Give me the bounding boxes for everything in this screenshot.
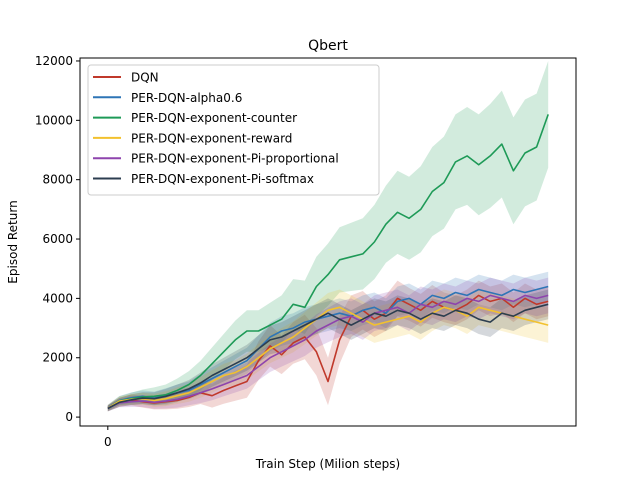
x-axis-label: Train Step (Milion steps) [255,457,400,471]
y-tick-label-0: 0 [65,410,73,424]
y-axis: 0 2000 4000 6000 8000 10000 12000 [35,54,80,424]
x-axis: 0 [104,426,112,449]
y-tick-label-4: 8000 [42,173,73,187]
legend: DQN PER-DQN-alpha0.6 PER-DQN-exponent-coun… [87,64,380,196]
y-tick-label-1: 2000 [42,351,73,365]
y-tick-label-2: 4000 [42,291,73,305]
band-3 [107,289,549,411]
series-line-5 [107,303,549,410]
band-0 [107,280,549,412]
legend-label-1: PER-DQN-alpha0.6 [131,91,242,105]
legend-label-5: PER-DQN-exponent-Pi-softmax [131,172,314,186]
y-tick-label-3: 6000 [42,232,73,246]
y-axis-label: Episod Return [6,200,20,283]
legend-label-3: PER-DQN-exponent-reward [131,131,292,145]
series-line-4 [107,294,549,409]
x-tick-label-0: 0 [104,435,112,449]
y-tick-label-5: 10000 [35,113,73,127]
band-5 [107,289,549,412]
legend-label-0: DQN [131,71,159,85]
series-lines [107,114,549,410]
series-line-2 [107,114,549,409]
y-tick-label-6: 12000 [35,54,73,68]
series-line-0 [107,294,549,409]
band-2 [107,61,549,412]
legend-label-4: PER-DQN-exponent-Pi-proportional [131,152,339,166]
chart-title: Qbert [308,38,348,54]
series-line-3 [107,306,549,409]
legend-box [87,64,380,196]
legend-label-2: PER-DQN-exponent-counter [131,111,297,125]
axes-frame [79,57,577,427]
